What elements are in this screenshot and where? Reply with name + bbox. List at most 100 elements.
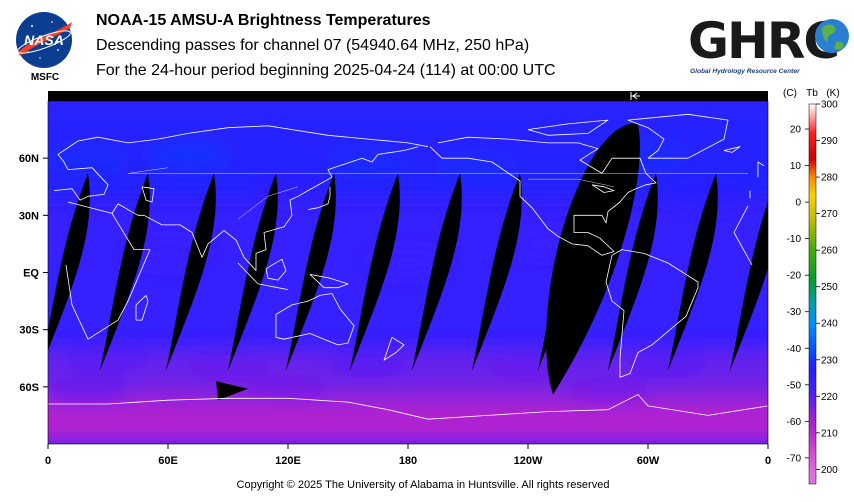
- coast-uk: [757, 161, 765, 178]
- x-tick-label: 0: [45, 455, 51, 467]
- no-data-gap: [607, 173, 658, 372]
- footer-copyright-text: Copyright © 2025 The University of Alaba…: [236, 479, 610, 491]
- colorbar-gradient: [808, 103, 817, 485]
- no-data-gap: [411, 173, 462, 372]
- x-tick-label: 120E: [275, 455, 301, 467]
- coast-great-lakes: [591, 184, 615, 193]
- y-tick-label: 60S: [19, 382, 39, 394]
- nasa-logo: NASA MSFC: [16, 12, 72, 82]
- no-data-gap-small: [216, 381, 248, 401]
- colorbar-kelvin-label: 260: [821, 246, 838, 257]
- colorbar-celsius-label: -40: [787, 344, 802, 355]
- colorbar-unit-label: (K): [826, 88, 839, 99]
- colorbar-celsius-label: -10: [787, 234, 802, 245]
- no-data-gap-large: [546, 123, 640, 395]
- x-tick-label: 60W: [637, 455, 660, 467]
- field-patch: [148, 140, 228, 169]
- coast-indonesia: [237, 262, 289, 290]
- colorbar-kelvin-label: 220: [821, 392, 838, 403]
- colorbar-kelvin-label: 200: [821, 465, 838, 476]
- colorbar-unit-label: (C): [783, 88, 797, 99]
- field-patch: [68, 344, 148, 373]
- colorbar-celsius-label: -30: [787, 307, 802, 318]
- colorbar-kelvin-label: 210: [821, 428, 838, 439]
- colorbar-celsius-label: 0: [795, 198, 801, 209]
- colorbar-unit-label: Tb: [806, 88, 818, 99]
- field-patch: [248, 172, 328, 201]
- coast-australia: [275, 293, 355, 346]
- colorbar-celsius-label: -20: [787, 271, 802, 282]
- map-top-arrow-icon: [630, 92, 640, 100]
- field-patch: [438, 153, 518, 182]
- map-top-band: [48, 91, 768, 101]
- x-tick-label: 0: [765, 455, 771, 467]
- y-tick-label: 30N: [19, 210, 39, 222]
- coast-africa: [65, 201, 753, 340]
- colorbar-kelvin-label: 280: [821, 173, 838, 184]
- coast-madagascar: [135, 295, 149, 321]
- ghrc-logo: GHRC Global Hydrology Resource Center: [688, 12, 849, 75]
- coast-south-america: [605, 249, 699, 378]
- no-data-gap: [99, 173, 150, 372]
- x-tick-label: 120W: [514, 455, 543, 467]
- country-border: [237, 186, 299, 220]
- coast-iceland: [723, 146, 741, 153]
- y-tick-label: EQ: [23, 268, 39, 280]
- colorbar-kelvin-label: 290: [821, 136, 838, 147]
- chart-title: NOAA-15 AMSU-A Brightness Temperatures: [96, 12, 431, 29]
- colorbar-kelvin-label: 270: [821, 209, 838, 220]
- field-patch: [568, 376, 648, 405]
- no-data-gap: [48, 173, 90, 351]
- no-data-gap: [729, 201, 768, 372]
- coast-arctic-islands: [527, 119, 609, 136]
- coast-borneo: [265, 258, 287, 281]
- map-area: [48, 101, 768, 444]
- coast-north-america: [429, 136, 657, 256]
- chart-subtitle: Descending passes for channel 07 (54940.…: [96, 37, 530, 54]
- field-band-antarctic-coast: [48, 383, 768, 403]
- field-patch: [628, 349, 708, 378]
- coast-new-guinea: [309, 274, 349, 289]
- ghrc-logo-caption: Global Hydrology Resource Center: [690, 68, 800, 75]
- colorbar-celsius-label: -50: [787, 380, 802, 391]
- colorbar-kelvin-label: 240: [821, 319, 838, 330]
- coast-greenland: [627, 113, 729, 159]
- country-border: [127, 167, 748, 174]
- y-tick-label: 60N: [19, 153, 39, 165]
- coast-japan: [307, 186, 331, 210]
- country-border: [528, 178, 615, 187]
- coast-asia: [111, 146, 419, 271]
- no-data-gap: [165, 173, 216, 372]
- footer-copyright: Copyright © 2025 The University of Alaba…: [0, 479, 854, 491]
- field-band-antarctica: [48, 402, 768, 444]
- colorbar-celsius-label: 10: [790, 161, 802, 172]
- field-patch: [48, 144, 128, 173]
- colorbar-kelvin-label: 230: [821, 355, 838, 366]
- coast-new-zealand: [383, 336, 405, 361]
- ghrc-logo-text: GHRC: [688, 12, 838, 70]
- field-patch: [248, 372, 328, 401]
- chart-period: For the 24-hour period beginning 2025-04…: [96, 62, 556, 79]
- colorbar-celsius-label: 20: [790, 125, 802, 136]
- colorbar-celsius-label: -60: [787, 417, 802, 428]
- coast-caspian: [141, 186, 155, 203]
- coast-europe: [53, 125, 751, 201]
- field-patch: [188, 353, 268, 382]
- colorbar-celsius-label: -70: [787, 453, 802, 464]
- field-patch: [328, 147, 408, 176]
- no-data-gap: [227, 173, 278, 372]
- no-data-gap: [349, 173, 400, 372]
- x-tick-label: 60E: [158, 455, 178, 467]
- y-tick-label: 30S: [19, 325, 39, 337]
- no-data-gap: [667, 173, 718, 372]
- x-tick-label: 180: [399, 455, 417, 467]
- coast-antarctica: [48, 394, 768, 420]
- colorbar-kelvin-label: 300: [821, 100, 838, 111]
- no-data-gap: [471, 173, 522, 372]
- nasa-logo-caption: MSFC: [31, 72, 59, 82]
- no-data-gap: [285, 173, 336, 372]
- colorbar-kelvin-label: 250: [821, 282, 838, 293]
- field-patch: [328, 349, 408, 378]
- field-patch: [48, 376, 128, 405]
